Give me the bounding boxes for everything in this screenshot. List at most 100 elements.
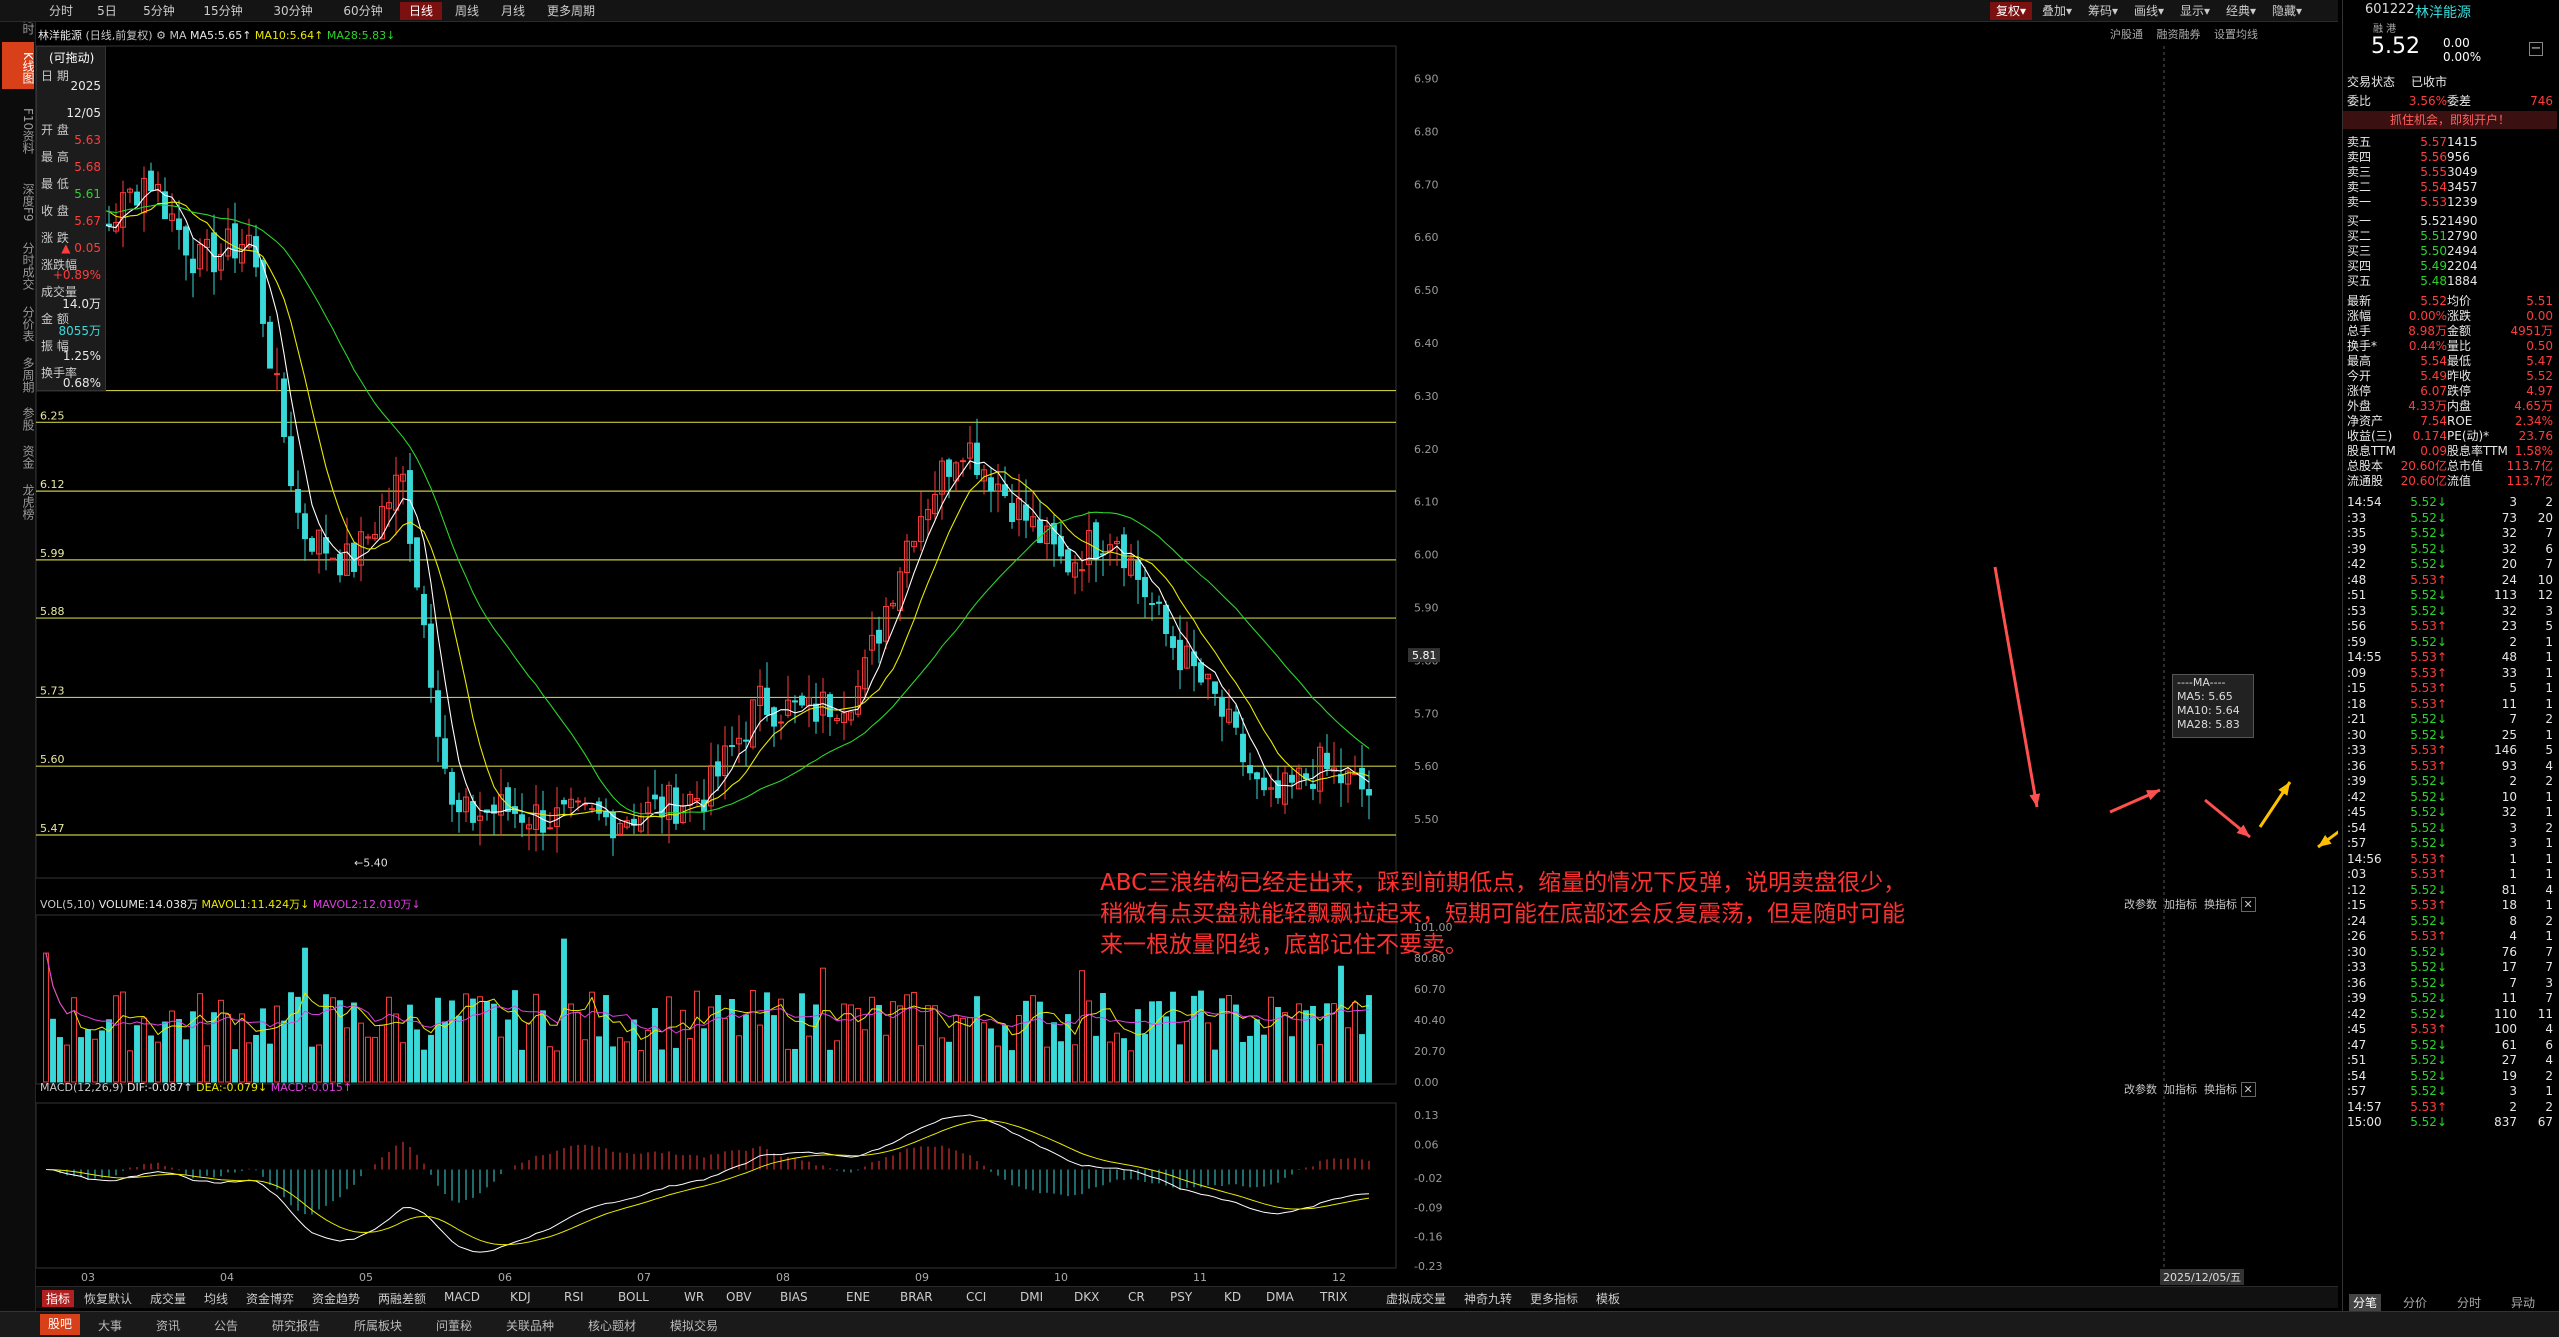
indicator-tab[interactable]: CR: [1128, 1290, 1145, 1304]
trade-tick-cell: 5.53↑: [2410, 851, 2447, 866]
indicator-tab[interactable]: BIAS: [780, 1290, 808, 1304]
period-button[interactable]: 周线: [454, 4, 479, 18]
trade-tick: 14:55 5.53↑ 48 1: [2347, 649, 2557, 665]
indicator-tab[interactable]: 虚拟成交量: [1386, 1292, 1447, 1306]
volume-bar: [57, 1037, 63, 1083]
period-button[interactable]: 5日: [97, 4, 117, 18]
quote-stat: 涨停 6.07 跌停 4.97: [2347, 383, 2557, 399]
indicator-tab[interactable]: DKX: [1074, 1290, 1100, 1304]
sub-toolbar-link[interactable]: 沪股通: [2110, 28, 2147, 41]
left-tab[interactable]: 龙虎榜: [21, 483, 35, 520]
change-param-button[interactable]: 改参数: [2124, 1083, 2157, 1096]
indicator-tab[interactable]: MACD: [444, 1290, 480, 1304]
left-tab[interactable]: K线图: [2, 42, 35, 89]
indicator-tab[interactable]: KDJ: [510, 1290, 531, 1304]
indicator-tab[interactable]: RSI: [564, 1290, 584, 1304]
toolbar-right-button[interactable]: 经典▾: [2225, 4, 2257, 18]
indicator-tab[interactable]: PSY: [1170, 1290, 1193, 1304]
status-tab[interactable]: 核心题材: [588, 1319, 637, 1333]
left-tab[interactable]: F10资料: [21, 108, 35, 155]
sub-toolbar-link[interactable]: 设置均线: [2214, 28, 2258, 41]
indicator-tab[interactable]: DMA: [1266, 1290, 1294, 1304]
indicator-tab[interactable]: CCI: [966, 1290, 987, 1304]
ohlc-info-box[interactable]: (可拖动) 日 期 2025 12/05 开 盘 5.63 最 高 5.68 最 低 5.61 收 …: [36, 46, 106, 391]
period-button[interactable]: 月线: [500, 4, 525, 18]
indicator-tab[interactable]: WR: [684, 1290, 705, 1304]
left-tab[interactable]: 分时成交: [21, 242, 35, 290]
period-button[interactable]: 更多周期: [546, 4, 595, 18]
toolbar-right-button[interactable]: 画线▾: [2133, 4, 2165, 18]
promo-link[interactable]: 抓住机会，即刻开户！: [2343, 111, 2557, 129]
left-tab-bar: 分时 K线图 F10资料 深度F9 分时成交 分价表 多周期 参股 资金 龙虎榜: [0, 0, 36, 1337]
right-panel-tab[interactable]: 异动: [2511, 1296, 2536, 1310]
volume-bar: [918, 1045, 924, 1083]
period-button[interactable]: 5分钟: [143, 4, 175, 18]
kline-chart-area[interactable]: 6.316.256.125.995.885.735.605.476.906.80…: [36, 22, 2338, 1286]
volume-bar: [344, 1027, 350, 1083]
indicator-tab[interactable]: 两融差额: [378, 1292, 427, 1306]
indicator-tab[interactable]: 资金趋势: [312, 1292, 361, 1306]
volume-bar: [127, 1050, 133, 1083]
period-button[interactable]: 15分钟: [203, 4, 243, 18]
right-panel-tab[interactable]: 分时: [2457, 1296, 2482, 1310]
settings-icon[interactable]: ⚙: [156, 29, 166, 42]
right-panel-tab[interactable]: 分价: [2403, 1296, 2428, 1310]
left-tab[interactable]: 分价表: [21, 305, 35, 342]
status-tab[interactable]: 资讯: [156, 1319, 181, 1333]
indicator-tab[interactable]: 资金博弈: [246, 1292, 295, 1306]
switch-indicator-button[interactable]: 换指标: [2204, 1083, 2237, 1096]
toolbar-right-button[interactable]: 显示▾: [2179, 4, 2211, 18]
indicator-tab[interactable]: KD: [1224, 1290, 1242, 1304]
quote-stat: 流通股 20.60亿 流值 113.7亿: [2347, 473, 2557, 489]
indicator-tab[interactable]: OBV: [726, 1290, 752, 1304]
left-tab[interactable]: 深度F9: [21, 182, 35, 222]
indicator-tab[interactable]: ENE: [846, 1290, 871, 1304]
period-button[interactable]: 日线: [400, 2, 442, 20]
close-icon[interactable]: ✕: [2240, 1082, 2256, 1097]
indicator-tab[interactable]: 均线: [204, 1292, 229, 1306]
toolbar-right-button[interactable]: 叠加▾: [2041, 4, 2073, 18]
status-tab[interactable]: 问董秘: [436, 1319, 473, 1333]
indicator-tab[interactable]: 模板: [1596, 1292, 1621, 1306]
vol-title[interactable]: VOL(5,10): [40, 898, 96, 911]
trade-tick-cell: :15: [2347, 681, 2367, 695]
status-tab[interactable]: 模拟交易: [670, 1319, 719, 1333]
right-panel-tab[interactable]: 分笔: [2349, 1294, 2382, 1311]
indicator-tab[interactable]: BOLL: [618, 1290, 649, 1304]
status-tab[interactable]: 公告: [214, 1319, 239, 1333]
macd-title[interactable]: MACD(12,26,9): [40, 1081, 124, 1094]
toolbar-right-button[interactable]: 复权▾: [1990, 2, 2032, 20]
indicator-tab[interactable]: TRIX: [1320, 1290, 1348, 1304]
add-indicator-button[interactable]: 加指标: [2164, 898, 2197, 911]
indicator-tab[interactable]: 恢复默认: [84, 1292, 133, 1306]
switch-indicator-button[interactable]: 换指标: [2204, 898, 2237, 911]
period-button[interactable]: 30分钟: [273, 4, 313, 18]
indicator-tab[interactable]: BRAR: [900, 1290, 933, 1304]
collapse-icon[interactable]: −: [2529, 41, 2543, 56]
change-param-button[interactable]: 改参数: [2124, 898, 2157, 911]
status-tab[interactable]: 大事: [98, 1319, 123, 1333]
toolbar-right-button[interactable]: 筹码▾: [2087, 4, 2119, 18]
indicator-tab[interactable]: 指标: [42, 1290, 75, 1307]
sub-toolbar-link[interactable]: 融资融券: [2156, 28, 2204, 41]
add-indicator-button[interactable]: 加指标: [2164, 1083, 2197, 1096]
left-tab[interactable]: 资金: [21, 445, 35, 469]
period-button[interactable]: 分时: [48, 4, 73, 18]
indicator-tab[interactable]: 成交量: [150, 1292, 187, 1306]
left-tab[interactable]: 参股: [21, 407, 35, 431]
period-button[interactable]: 60分钟: [343, 4, 383, 18]
indicator-tab[interactable]: DMI: [1020, 1290, 1044, 1304]
candle-body: [715, 761, 721, 777]
ask-level-cell: 1239: [2447, 195, 2478, 209]
left-tab[interactable]: 多周期: [21, 356, 35, 393]
close-icon[interactable]: ✕: [2240, 897, 2256, 912]
status-tab[interactable]: 关联品种: [506, 1319, 555, 1333]
toolbar-right-button[interactable]: 隐藏▾: [2271, 4, 2303, 18]
indicator-tab[interactable]: 神奇九转: [1464, 1292, 1513, 1306]
status-tab[interactable]: 研究报告: [272, 1319, 321, 1333]
status-tab[interactable]: 所属板块: [354, 1319, 403, 1333]
indicator-tab[interactable]: 更多指标: [1530, 1292, 1579, 1306]
status-tab[interactable]: 股吧: [40, 1314, 81, 1335]
price-axis-tick: 6.50: [1414, 284, 1439, 297]
quote-stat: 外盘 4.33万 内盘 4.65万: [2347, 398, 2557, 414]
